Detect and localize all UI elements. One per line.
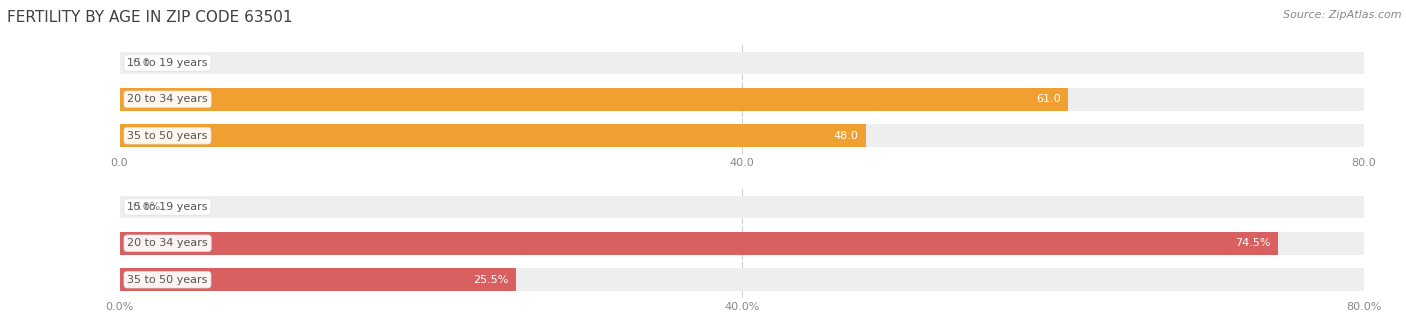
Text: 61.0: 61.0 (1036, 94, 1060, 104)
Bar (120, 124, 866, 147)
Bar (120, 232, 1364, 255)
Text: 25.5%: 25.5% (472, 275, 509, 285)
Text: 48.0: 48.0 (834, 131, 858, 141)
Bar (120, 52, 1364, 74)
Bar (120, 88, 1364, 111)
Bar (120, 232, 1278, 255)
Text: 15 to 19 years: 15 to 19 years (128, 202, 208, 212)
Text: 0.0: 0.0 (132, 58, 149, 68)
Bar (120, 124, 1364, 147)
Text: 35 to 50 years: 35 to 50 years (128, 275, 208, 285)
Text: 20 to 34 years: 20 to 34 years (128, 94, 208, 104)
Text: Source: ZipAtlas.com: Source: ZipAtlas.com (1284, 10, 1402, 20)
Text: 35 to 50 years: 35 to 50 years (128, 131, 208, 141)
Text: 15 to 19 years: 15 to 19 years (128, 58, 208, 68)
Text: 74.5%: 74.5% (1234, 238, 1271, 248)
Bar (120, 196, 1364, 218)
Text: FERTILITY BY AGE IN ZIP CODE 63501: FERTILITY BY AGE IN ZIP CODE 63501 (7, 10, 292, 25)
Bar (120, 268, 1364, 291)
Bar (120, 88, 1069, 111)
Text: 0.0%: 0.0% (132, 202, 160, 212)
Bar (120, 268, 516, 291)
Text: 20 to 34 years: 20 to 34 years (128, 238, 208, 248)
